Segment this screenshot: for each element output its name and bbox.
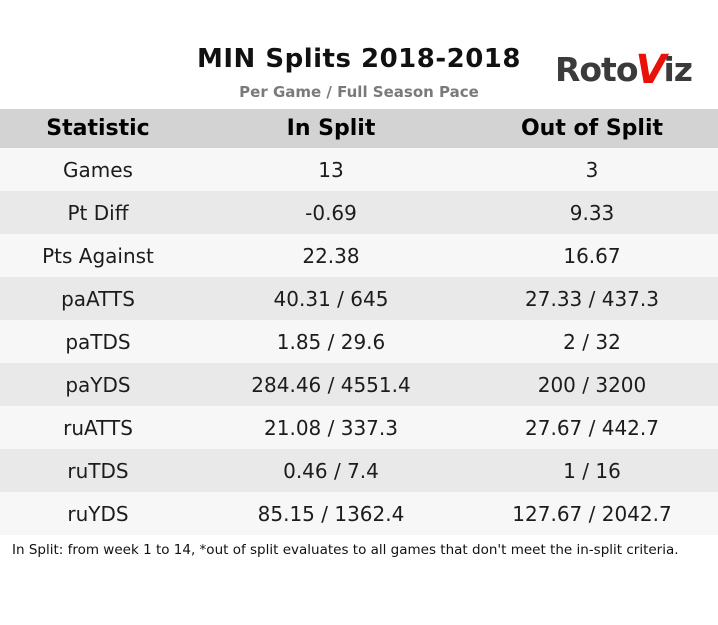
stat-label: Pts Against — [42, 243, 154, 268]
table-row: Pts Against 22.38 16.67 — [0, 234, 718, 277]
column-header-out-of-split: Out of Split — [466, 109, 718, 148]
stat-label: ruATTS — [63, 415, 133, 440]
in-split-value: 85.15 / 1362.4 — [257, 501, 405, 526]
out-of-split-value: 9.33 — [569, 200, 615, 225]
out-of-split-value: 16.67 — [563, 243, 621, 268]
out-of-split-value: 1 / 16 — [563, 458, 621, 483]
in-split-value: 13 — [318, 157, 344, 182]
out-of-split-value: 2 / 32 — [563, 329, 621, 354]
in-split-value: 284.46 / 4551.4 — [251, 372, 411, 397]
in-split-value: 40.31 / 645 — [273, 286, 389, 311]
table-row: paATTS 40.31 / 645 27.33 / 437.3 — [0, 277, 718, 320]
table-row: ruATTS 21.08 / 337.3 27.67 / 442.7 — [0, 406, 718, 449]
stat-label: paATTS — [61, 286, 135, 311]
split-criteria-footnote: In Split: from week 1 to 14, *out of spl… — [12, 542, 679, 558]
table-row: ruYDS 85.15 / 1362.4 127.67 / 2042.7 — [0, 492, 718, 535]
stat-label: paYDS — [65, 372, 131, 397]
in-split-value: -0.69 — [305, 200, 357, 225]
table-row: Games 13 3 — [0, 148, 718, 191]
column-header-in-split: In Split — [196, 109, 466, 148]
column-header-statistic: Statistic — [0, 109, 196, 148]
table-row: ruTDS 0.46 / 7.4 1 / 16 — [0, 449, 718, 492]
out-of-split-value: 127.67 / 2042.7 — [512, 501, 672, 526]
splits-table: Statistic In Split Out of Split Games 13… — [0, 109, 718, 535]
table-row: paYDS 284.46 / 4551.4 200 / 3200 — [0, 363, 718, 406]
out-of-split-value: 3 — [585, 157, 599, 182]
table-row: paTDS 1.85 / 29.6 2 / 32 — [0, 320, 718, 363]
in-split-value: 0.46 / 7.4 — [283, 458, 379, 483]
table-header-row: Statistic In Split Out of Split — [0, 109, 718, 148]
rotoviz-logo-roto: Roto — [554, 50, 639, 89]
out-of-split-value: 200 / 3200 — [537, 372, 647, 397]
rotoviz-logo: RotoViz — [554, 46, 693, 93]
stat-label: paTDS — [65, 329, 131, 354]
stat-label: ruTDS — [67, 458, 129, 483]
in-split-value: 22.38 — [302, 243, 360, 268]
stat-label: Games — [63, 157, 133, 182]
rotoviz-logo-iz: iz — [663, 50, 693, 89]
table-row: Pt Diff -0.69 9.33 — [0, 191, 718, 234]
in-split-value: 1.85 / 29.6 — [276, 329, 386, 354]
out-of-split-value: 27.67 / 442.7 — [525, 415, 659, 440]
out-of-split-value: 27.33 / 437.3 — [525, 286, 659, 311]
stat-label: ruYDS — [67, 501, 129, 526]
page-subtitle: Per Game / Full Season Pace — [239, 83, 479, 101]
rotoviz-v-icon: V — [635, 47, 667, 93]
stat-label: Pt Diff — [67, 200, 129, 225]
page-title: MIN Splits 2018-2018 — [197, 44, 521, 74]
in-split-value: 21.08 / 337.3 — [264, 415, 398, 440]
